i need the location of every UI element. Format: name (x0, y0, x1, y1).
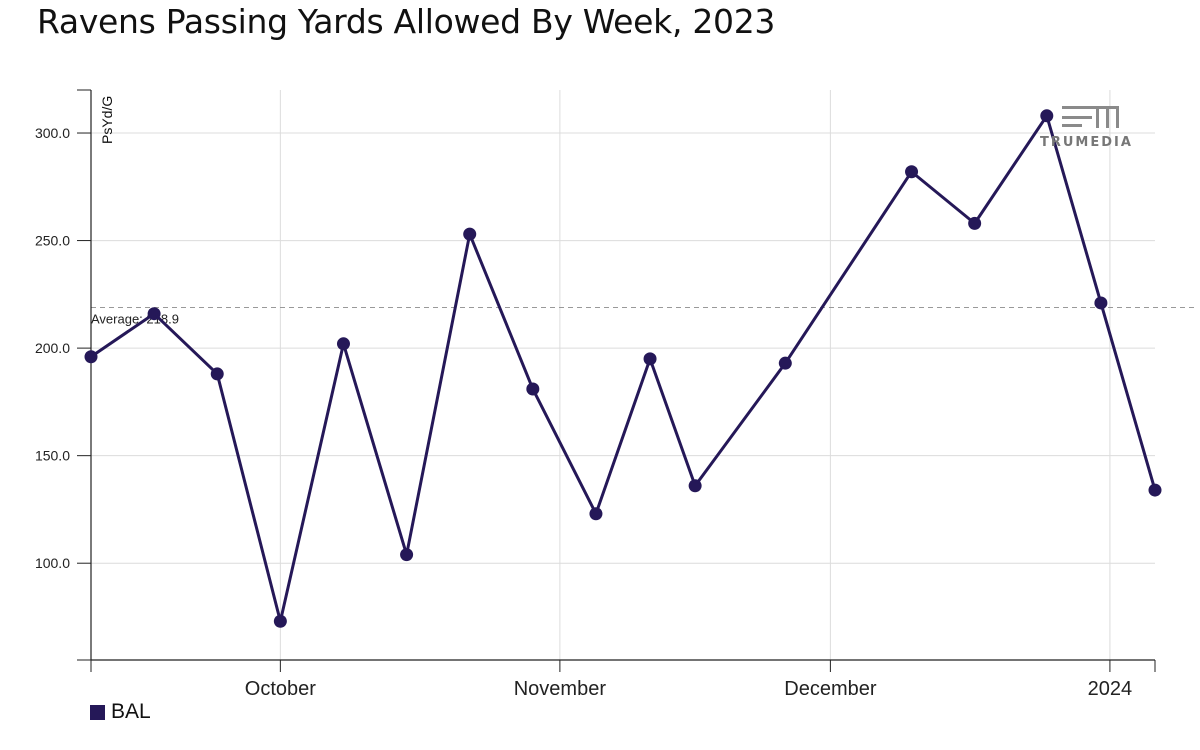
y-tick-label: 200.0 (35, 340, 70, 356)
grid-lines (91, 90, 1155, 660)
legend-label-bal: BAL (111, 700, 151, 723)
trumedia-logo-text: TRUMEDIA (1040, 135, 1133, 150)
average-line-group: Average: 218.9 (91, 306, 1195, 326)
legend: BAL (90, 700, 151, 724)
series-layer (84, 109, 1162, 628)
data-point (1148, 483, 1162, 497)
series-line-bal (90, 114, 1157, 623)
data-point (84, 350, 98, 364)
y-tick-label: 300.0 (35, 125, 70, 141)
data-point (147, 307, 161, 321)
y-tick-label: 250.0 (35, 233, 70, 249)
trumedia-logo-mark (1062, 106, 1119, 128)
trumedia-logo: TRUMEDIA (1040, 102, 1140, 152)
data-point (1094, 296, 1108, 310)
data-point (968, 216, 982, 230)
data-point (589, 507, 603, 521)
data-point (336, 337, 350, 351)
x-tick-label: October (245, 678, 316, 700)
y-tick-label: 100.0 (35, 555, 70, 571)
data-point (1040, 109, 1054, 123)
data-point (400, 548, 414, 562)
x-tick-label: December (784, 678, 877, 700)
y-axis-label: PsYd/G (99, 96, 115, 144)
chart-title: Ravens Passing Yards Allowed By Week, 20… (37, 2, 776, 41)
data-point (210, 367, 224, 381)
data-point (688, 479, 702, 493)
data-point (643, 352, 657, 366)
x-tick-label: November (514, 678, 607, 700)
y-tick-label: 150.0 (35, 448, 70, 464)
axes: 100.0 150.0 200.0 250.0 300.0 October November… (35, 89, 1156, 700)
data-point (273, 614, 287, 628)
x-tick-label: 2024 (1088, 678, 1133, 700)
data-point (463, 227, 477, 241)
data-point (778, 356, 792, 370)
legend-swatch-bal (90, 704, 105, 720)
data-point (905, 165, 919, 179)
data-point (526, 382, 540, 396)
